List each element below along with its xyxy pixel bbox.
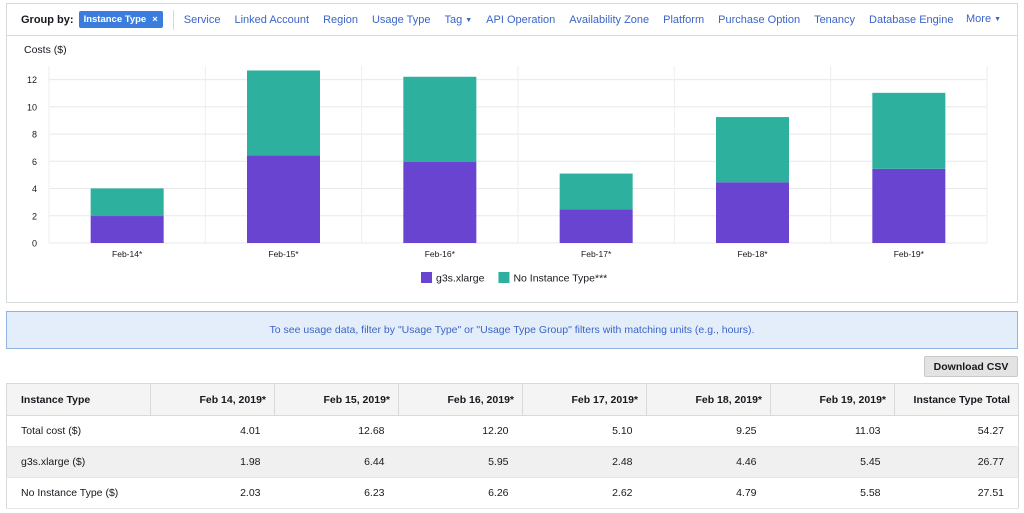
remove-group-icon[interactable]: × [152,14,158,25]
x-tick-label: Feb-14* [112,249,143,259]
table-cell: 5.10 [522,415,647,447]
group-option-tenancy[interactable]: Tenancy [814,13,856,26]
y-tick-label: 8 [32,130,37,140]
group-option-linked-account[interactable]: Linked Account [234,13,310,26]
table-cell: 9.25 [646,415,771,447]
bar-segment [90,188,164,217]
group-option-platform[interactable]: Platform [663,13,705,26]
y-tick-label: 10 [27,102,37,112]
more-dropdown[interactable]: More ▼ [966,13,1001,25]
cost-chart: Costs ($) 0 2 4 6 8 10 12 Feb-14* Feb-15* Feb-16* F… [24,44,988,285]
group-option-region[interactable]: Region [323,13,358,26]
column-header[interactable]: Feb 15, 2019* [274,383,399,416]
table-row: No Instance Type ($) 2.03 6.23 6.26 2.62… [6,477,1019,509]
table-cell: 11.03 [770,415,895,447]
bar-segment [90,216,164,243]
column-header[interactable]: Feb 16, 2019* [398,383,523,416]
group-option-tag[interactable]: Tag ▼ [444,14,472,26]
table-cell: 26.77 [894,446,1019,478]
info-banner: To see usage data, filter by "Usage Type… [6,311,1018,349]
chevron-down-icon: ▼ [465,16,473,24]
table-cell: 6.23 [274,477,399,509]
y-tick-label: 2 [32,211,37,221]
x-tick-label: Feb-16* [425,249,456,259]
download-csv-button[interactable]: Download CSV [924,356,1018,377]
chart-panel: Costs ($) 0 2 4 6 8 10 12 Feb-14* Feb-15* Feb-16* F… [6,36,1018,303]
legend-label: No Instance Type*** [513,273,607,285]
bar-segment [872,92,946,169]
bar-segment [403,76,477,162]
x-tick-label: Feb-18* [737,249,768,259]
x-tick-label: Feb-17* [581,249,612,259]
table-cell: 27.51 [894,477,1019,509]
group-option-availability-zone[interactable]: Availability Zone [569,13,650,26]
table-cell: Total cost ($) [6,415,151,447]
table-row: g3s.xlarge ($) 1.98 6.44 5.95 2.48 4.46 … [6,446,1019,478]
y-tick-label: 0 [32,239,37,249]
table-cell: 5.58 [770,477,895,509]
table-cell: g3s.xlarge ($) [6,446,151,478]
bar-segment [716,117,789,183]
table-cell: 4.46 [646,446,771,478]
table-cell: 5.45 [770,446,895,478]
divider [172,9,174,30]
bar-segment [872,168,946,243]
table-header-row: Instance Type Feb 14, 2019* Feb 15, 2019… [6,383,1019,416]
group-option-api-operation[interactable]: API Operation [486,13,556,26]
y-axis-title: Costs ($) [24,44,67,56]
x-tick-label: Feb-19* [894,249,925,259]
cost-table: Instance Type Feb 14, 2019* Feb 15, 2019… [6,383,1019,509]
table-cell: No Instance Type ($) [6,477,151,509]
group-option-database-engine[interactable]: Database Engine [869,13,954,26]
table-cell: 2.48 [522,446,647,478]
table-cell: 1.98 [150,446,275,478]
bar-segment [559,209,633,243]
column-header[interactable]: Feb 19, 2019* [770,383,895,416]
legend-swatch [498,272,510,283]
column-header[interactable]: Instance Type [6,383,151,416]
table-row: Total cost ($) 4.01 12.68 12.20 5.10 9.2… [6,415,1019,447]
group-by-selected-pill[interactable]: Instance Type × [78,11,163,28]
table-cell: 54.27 [894,415,1019,447]
table-cell: 4.79 [646,477,771,509]
group-option-tag-label: Tag [444,13,463,26]
bar-segment [716,182,789,243]
y-tick-label: 12 [27,75,37,85]
group-by-selected-label: Instance Type [83,14,147,25]
column-header[interactable]: Instance Type Total [894,383,1019,416]
y-tick-label: 6 [32,157,37,167]
legend-label: g3s.xlarge [436,273,485,285]
y-tick-label: 4 [32,184,37,194]
column-header[interactable]: Feb 17, 2019* [522,383,647,416]
info-banner-text: To see usage data, filter by "Usage Type… [269,324,755,336]
legend-swatch [421,272,432,283]
table-cell: 5.95 [398,446,523,478]
table-cell: 12.20 [398,415,523,447]
column-header[interactable]: Feb 18, 2019* [646,383,771,416]
bar-segment [559,173,633,210]
group-by-label: Group by: [21,13,74,26]
group-option-purchase-option[interactable]: Purchase Option [718,13,801,26]
x-tick-label: Feb-15* [268,249,299,259]
column-header[interactable]: Feb 14, 2019* [150,383,275,416]
bar-segment [247,155,320,243]
group-option-service[interactable]: Service [183,13,221,26]
more-label: More [966,13,992,25]
bar-segment [247,70,320,156]
table-cell: 2.62 [522,477,647,509]
group-option-usage-type[interactable]: Usage Type [371,13,431,26]
table-cell: 6.26 [398,477,523,509]
table-cell: 4.01 [150,415,275,447]
chevron-down-icon: ▼ [994,16,1001,23]
table-cell: 2.03 [150,477,275,509]
bar-segment [403,161,477,243]
table-cell: 6.44 [274,446,399,478]
table-cell: 12.68 [274,415,399,447]
group-by-bar: Group by: Instance Type × Service Linked… [6,3,1018,36]
